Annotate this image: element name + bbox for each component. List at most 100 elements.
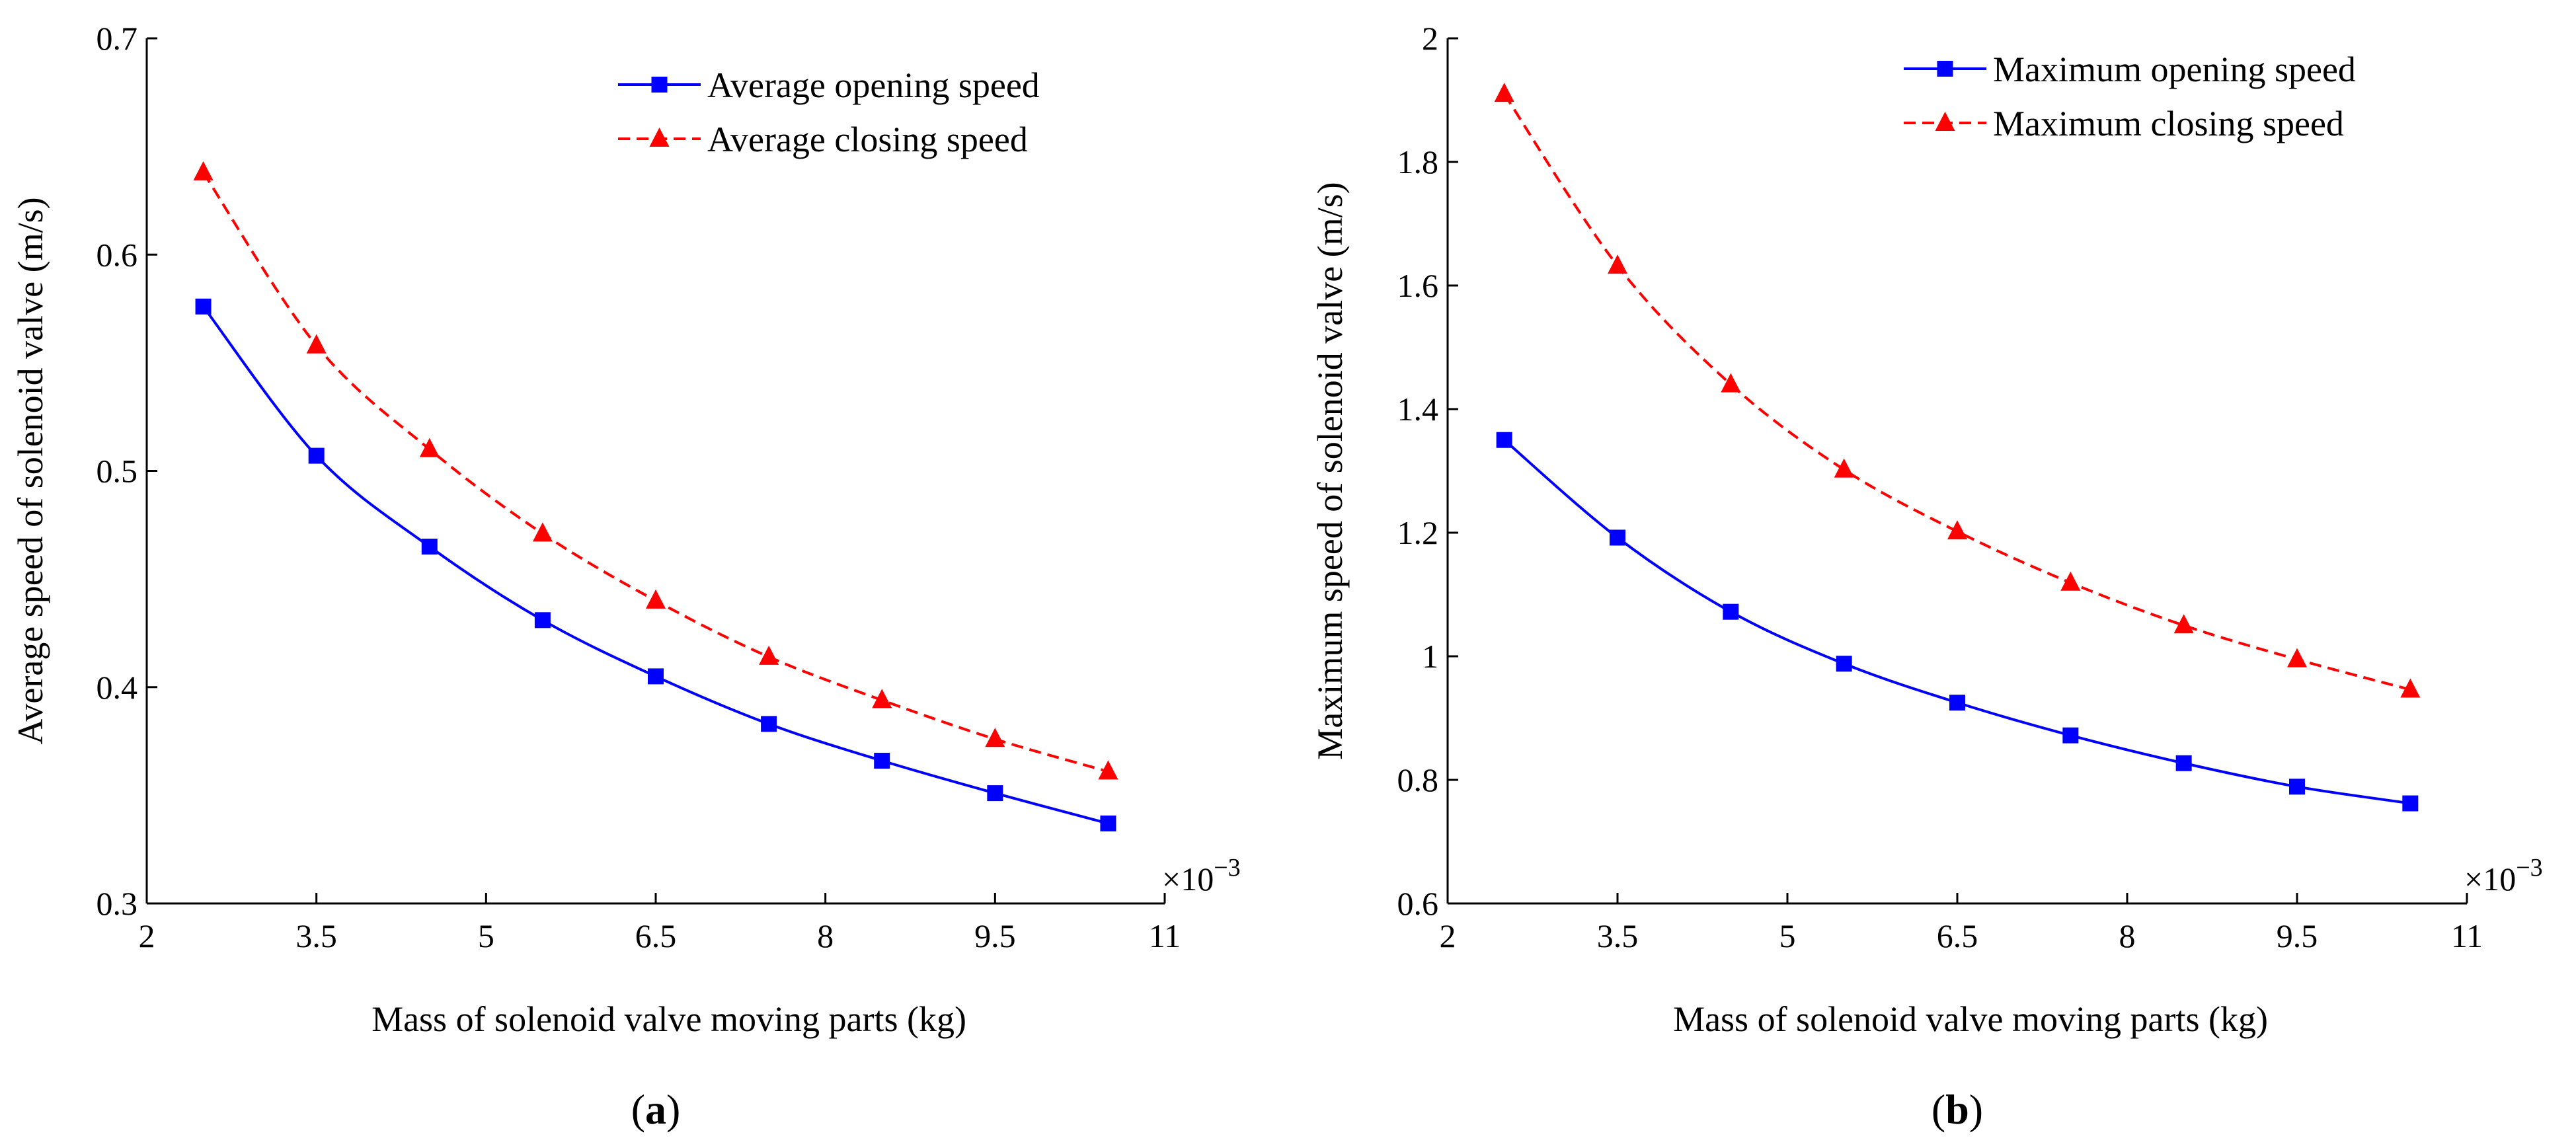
data-point (534, 612, 551, 629)
data-point (1494, 83, 1514, 102)
data-point (532, 522, 553, 542)
y-tick-label: 2 (1422, 20, 1438, 57)
series-opening (1496, 432, 2419, 812)
y-tick-label: 1.2 (1397, 514, 1439, 551)
data-point (761, 716, 777, 732)
data-point (2062, 727, 2079, 744)
data-point (193, 161, 214, 180)
data-point (421, 539, 438, 555)
data-point (2287, 648, 2307, 668)
series-line (202, 171, 1109, 773)
legend-marker (1935, 112, 1955, 131)
panel-label-open: ( (1932, 1086, 1945, 1133)
data-point (874, 753, 890, 769)
data-point (1098, 760, 1118, 780)
data-point (646, 589, 666, 609)
data-point (1100, 815, 1116, 831)
x-tick-label: 8 (817, 917, 834, 954)
x-tick-label: 8 (2119, 917, 2136, 954)
x-scale-base: ×10 (1162, 861, 1214, 898)
legend-marker (1937, 61, 1953, 77)
data-point (2289, 779, 2305, 795)
x-tick-label: 3.5 (295, 917, 337, 954)
x-scale-exponent: −3 (1214, 854, 1240, 882)
panel-label: (a) (631, 1086, 681, 1133)
y-tick-label: 0.7 (97, 20, 138, 57)
x-axis-title: Mass of solenoid valve moving parts (kg) (371, 999, 966, 1039)
y-tick-label: 1 (1422, 638, 1438, 675)
data-point (1610, 529, 1625, 546)
legend-entry: Maximum opening speed (1904, 50, 2356, 89)
legend-label: Maximum closing speed (1993, 104, 2344, 143)
x-tick-label: 2 (139, 917, 155, 954)
x-tick-label: 6.5 (1937, 917, 1978, 954)
y-axis-title: Average speed of solenoid valve (m/s) (11, 197, 50, 744)
data-point (2175, 755, 2192, 771)
data-point (306, 334, 327, 354)
data-point (2402, 795, 2419, 812)
x-tick-label: 9.5 (974, 917, 1016, 954)
panel-label-open: ( (631, 1086, 645, 1133)
data-point (2173, 614, 2194, 634)
data-point (195, 298, 212, 315)
x-tick-label: 6.5 (635, 917, 677, 954)
series-closing (1494, 83, 2421, 698)
data-point (1949, 695, 1965, 711)
y-tick-label: 1.8 (1397, 143, 1439, 180)
legend-label: Average closing speed (707, 120, 1028, 159)
data-point (1721, 373, 1741, 393)
x-tick-label: 11 (1149, 917, 1181, 954)
x-scale-base: ×10 (2464, 861, 2516, 898)
data-point (308, 447, 325, 464)
data-point (872, 689, 892, 708)
legend-label: Maximum opening speed (1993, 50, 2356, 89)
data-point (1836, 656, 1852, 672)
data-point (419, 438, 440, 457)
series-opening (195, 298, 1116, 831)
data-point (1947, 520, 1967, 540)
data-point (2400, 678, 2421, 698)
panel-label-letter: a (645, 1086, 666, 1133)
data-point (2060, 571, 2081, 591)
x-scale-factor: ×10−3 (1162, 854, 1241, 898)
x-tick-label: 5 (1779, 917, 1796, 954)
legend-entry: Average opening speed (618, 65, 1040, 105)
x-tick-label: 2 (1440, 917, 1456, 954)
legend-marker (651, 77, 668, 93)
y-tick-label: 0.4 (97, 669, 138, 706)
series-line (1503, 93, 2411, 691)
y-tick-label: 0.5 (97, 453, 138, 490)
y-tick-label: 0.6 (97, 236, 138, 273)
y-tick-label: 0.6 (1397, 885, 1439, 922)
data-point (1496, 432, 1512, 448)
data-point (985, 728, 1005, 747)
y-tick-label: 1.4 (1397, 391, 1439, 428)
y-tick-label: 0.8 (1397, 761, 1439, 798)
x-scale-exponent: −3 (2516, 854, 2542, 882)
panel-label: (b) (1932, 1086, 1983, 1133)
x-axis-title: Mass of solenoid valve moving parts (kg) (1673, 999, 2268, 1039)
x-tick-label: 9.5 (2277, 917, 2318, 954)
series-line (202, 305, 1109, 825)
series-closing (193, 161, 1118, 780)
y-axis-title: Maximum speed of solenoid valve (m/s) (1310, 182, 1350, 759)
data-point (1608, 254, 1627, 274)
x-tick-label: 5 (478, 917, 494, 954)
data-point (1723, 603, 1739, 620)
legend-entry: Maximum closing speed (1904, 104, 2344, 143)
y-tick-label: 1.6 (1397, 267, 1439, 304)
data-point (648, 668, 664, 685)
panel-label-close: ) (1969, 1086, 1983, 1133)
panel-a: 0.3 0.4 0.5 0.6 0.7 2 3.5 5 6.5 8 9.5 11 ×10−3 Averag… (11, 20, 1241, 1133)
legend-label: Average opening speed (707, 65, 1040, 105)
panel-label-close: ) (666, 1086, 680, 1133)
panel-b: 0.6 0.8 1 1.2 1.4 1.6 1.8 2 2 3.5 5 6.5 8 9.5 11 ×10−3 M… (1310, 20, 2543, 1133)
x-scale-factor: ×10−3 (2464, 854, 2543, 898)
y-tick-label: 0.3 (97, 885, 138, 922)
x-tick-label: 11 (2451, 917, 2483, 954)
x-tick-label: 3.5 (1597, 917, 1639, 954)
data-point (987, 785, 1003, 802)
series-line (1503, 439, 2411, 805)
data-point (1834, 458, 1854, 478)
